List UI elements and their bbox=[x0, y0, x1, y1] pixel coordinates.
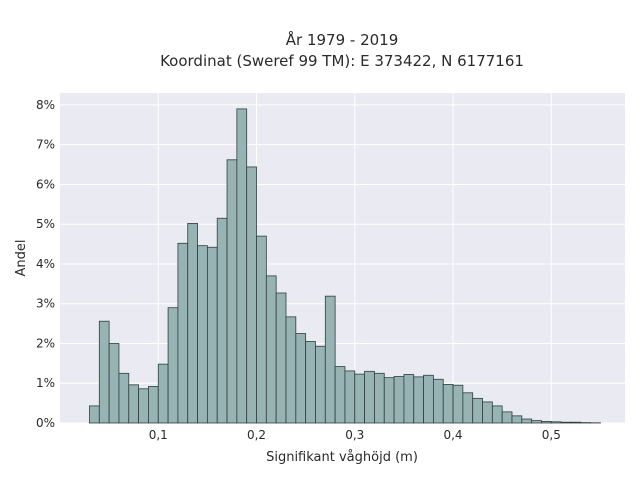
histogram-bar bbox=[306, 341, 316, 423]
y-tick-label: 0% bbox=[36, 416, 55, 430]
y-tick-label: 5% bbox=[36, 217, 55, 231]
histogram-bar bbox=[139, 389, 149, 423]
histogram-bar bbox=[247, 167, 257, 423]
histogram-bar bbox=[237, 109, 247, 423]
histogram-bar bbox=[89, 406, 99, 423]
y-tick-label: 1% bbox=[36, 376, 55, 390]
y-tick-label: 2% bbox=[36, 336, 55, 350]
chart-title-line-1: År 1979 - 2019 bbox=[286, 30, 399, 49]
histogram-bar bbox=[532, 421, 542, 423]
histogram-bar bbox=[483, 402, 493, 423]
histogram-bar bbox=[492, 406, 502, 423]
histogram-bar bbox=[158, 364, 168, 423]
histogram-bar bbox=[168, 308, 178, 423]
histogram-bar bbox=[129, 385, 139, 423]
x-tick-label: 0,5 bbox=[542, 428, 561, 442]
histogram-bar bbox=[178, 243, 188, 423]
y-axis-ticks: 0% 1% 2% 3% 4% 5% 6% 7% 8% bbox=[36, 98, 55, 430]
x-tick-label: 0,4 bbox=[443, 428, 462, 442]
x-axis-label: Signifikant våghöjd (m) bbox=[266, 450, 418, 465]
histogram-bar bbox=[217, 218, 227, 423]
histogram-bar bbox=[374, 373, 384, 423]
histogram-bar bbox=[394, 376, 404, 423]
histogram-bar bbox=[404, 374, 414, 423]
histogram-bar bbox=[384, 378, 394, 423]
histogram-bar bbox=[266, 276, 276, 423]
histogram-bar bbox=[512, 416, 522, 423]
x-tick-label: 0,3 bbox=[345, 428, 364, 442]
histogram-bar bbox=[502, 412, 512, 423]
histogram-bar bbox=[198, 246, 208, 423]
histogram-bar bbox=[551, 422, 561, 423]
y-tick-label: 7% bbox=[36, 138, 55, 152]
histogram-bar bbox=[443, 384, 453, 423]
histogram-bar bbox=[345, 371, 355, 423]
histogram-bar bbox=[414, 377, 424, 423]
y-tick-label: 6% bbox=[36, 177, 55, 191]
histogram-bar bbox=[365, 371, 375, 423]
y-tick-label: 8% bbox=[36, 98, 55, 112]
y-tick-label: 3% bbox=[36, 297, 55, 311]
histogram-bar bbox=[286, 317, 296, 423]
histogram-bar bbox=[99, 321, 109, 423]
histogram-bar bbox=[296, 334, 306, 423]
histogram-bar bbox=[325, 296, 335, 423]
histogram-bar bbox=[257, 236, 267, 423]
chart-title-line-2: Koordinat (Sweref 99 TM): E 373422, N 61… bbox=[160, 52, 524, 70]
histogram-bar bbox=[473, 398, 483, 423]
histogram-bar bbox=[561, 422, 571, 423]
y-axis-label: Andel bbox=[14, 240, 29, 277]
histogram-bar bbox=[424, 375, 434, 423]
histogram-bar bbox=[571, 422, 581, 423]
histogram-bar bbox=[541, 421, 551, 423]
histogram-bar bbox=[463, 393, 473, 423]
histogram-bar bbox=[227, 160, 237, 423]
x-axis-ticks: 0,1 0,2 0,3 0,4 0,5 bbox=[149, 428, 561, 442]
histogram-bar bbox=[148, 386, 158, 423]
histogram-bar bbox=[453, 385, 463, 423]
x-tick-label: 0,1 bbox=[149, 428, 168, 442]
histogram-bar bbox=[355, 374, 365, 423]
histogram-bar bbox=[207, 247, 217, 423]
histogram-bar bbox=[522, 419, 532, 423]
histogram-bar bbox=[335, 367, 345, 423]
histogram-bar bbox=[119, 373, 129, 423]
histogram-bar bbox=[315, 346, 325, 423]
histogram-bar bbox=[433, 379, 443, 423]
x-tick-label: 0,2 bbox=[247, 428, 266, 442]
y-tick-label: 4% bbox=[36, 257, 55, 271]
histogram-bar bbox=[188, 223, 198, 423]
histogram-bar bbox=[276, 293, 286, 423]
histogram-bar bbox=[109, 343, 119, 423]
